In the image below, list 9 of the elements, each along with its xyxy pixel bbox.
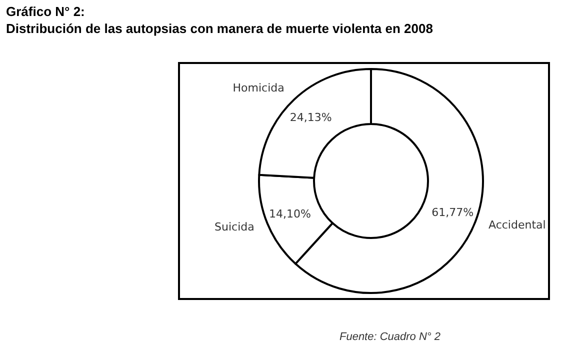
text: Gráfico N° 2: xyxy=(6,3,86,20)
data-label: 14,10% xyxy=(269,208,311,221)
source-note: Fuente: Cuadro N° 2 xyxy=(338,331,442,343)
slice-label: Suicida xyxy=(214,220,254,234)
data-label: 24,13% xyxy=(290,110,332,124)
chart-subtitle: Distribución de las autopsias con manera de muerte violenta en 2008 xyxy=(6,20,433,37)
data-label: 61,77% xyxy=(432,206,474,220)
slice-label: Homicida xyxy=(232,82,284,95)
slice-label: Accidental xyxy=(488,218,546,232)
